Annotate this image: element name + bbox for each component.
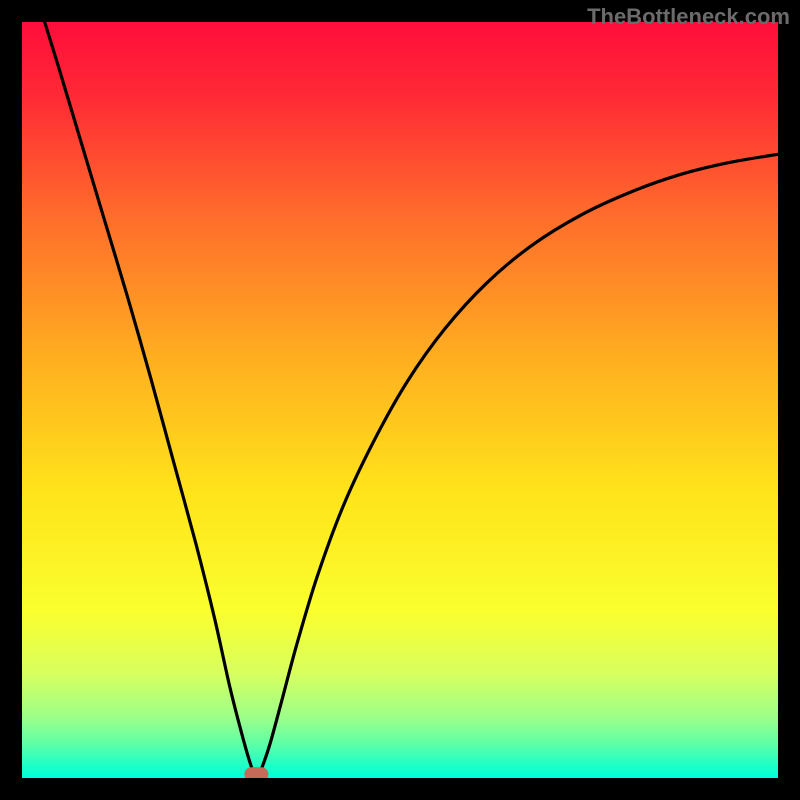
chart-container: TheBottleneck.com	[0, 0, 800, 800]
chart-svg	[0, 0, 800, 800]
watermark-text: TheBottleneck.com	[587, 4, 790, 30]
chart-plot-area	[22, 22, 778, 778]
